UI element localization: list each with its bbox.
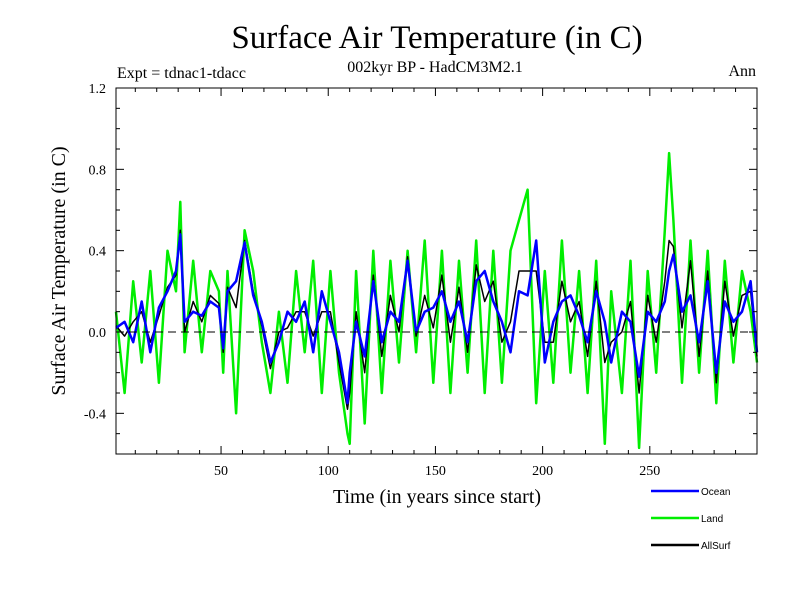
legend-label-allsurf: AllSurf <box>701 541 731 552</box>
y-tick-label: 1.2 <box>89 82 107 97</box>
y-tick-label: 0.4 <box>89 245 107 260</box>
series-line-ocean <box>115 233 759 405</box>
x-axis-label: Time (in years since start) <box>333 486 541 508</box>
y-tick-label: -0.4 <box>84 407 106 422</box>
chart-subtitle: 002kyr BP - HadCM3M2.1 <box>347 59 522 76</box>
x-tick-label: 50 <box>214 464 228 479</box>
legend-label-land: Land <box>701 514 723 525</box>
plot-lines <box>114 151 759 450</box>
x-tick-label: 200 <box>532 464 553 479</box>
y-axis-label: Surface Air Temperature (in C) <box>48 146 70 395</box>
experiment-label: Expt = tdnac1-tdacc <box>117 65 246 82</box>
y-tick-label: 0.0 <box>89 326 107 341</box>
x-tick-label: 250 <box>639 464 660 479</box>
chart-title: Surface Air Temperature (in C) <box>231 20 642 56</box>
x-tick-label: 150 <box>425 464 446 479</box>
legend-label-ocean: Ocean <box>701 487 730 498</box>
x-tick-label: 100 <box>318 464 339 479</box>
x-axis: 50 100 150 200 250 <box>134 88 737 479</box>
y-axis: -0.4 0.0 0.4 0.8 1.2 <box>84 82 757 455</box>
period-label: Ann <box>728 63 756 80</box>
y-tick-label: 0.8 <box>89 163 107 178</box>
legend: Ocean Land AllSurf <box>651 487 731 552</box>
